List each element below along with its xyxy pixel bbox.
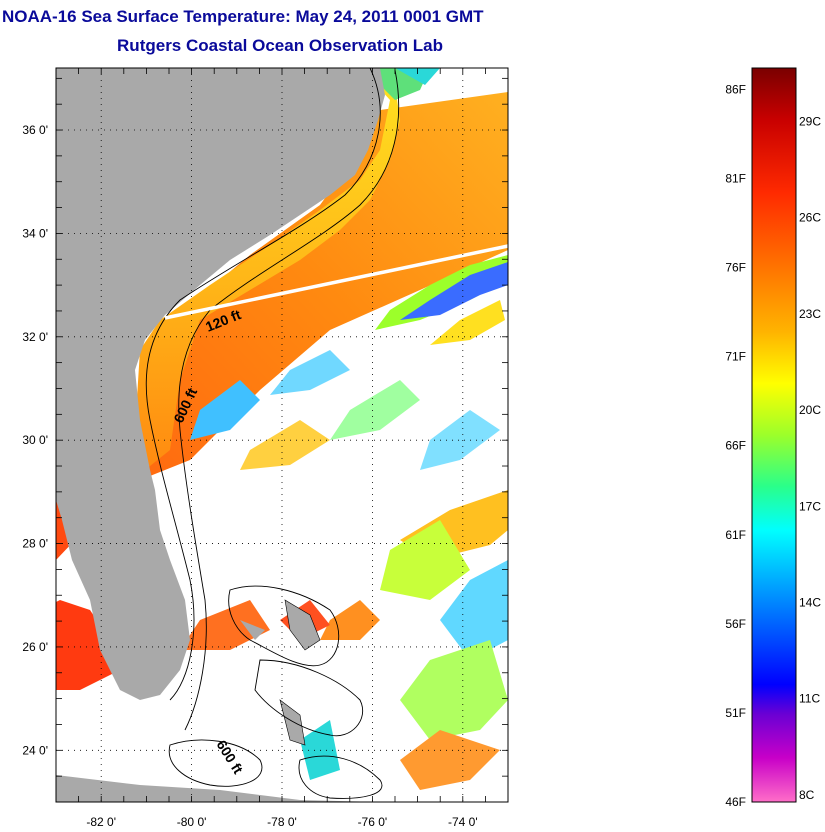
colorbar-celsius-label: 23C: [799, 307, 821, 321]
land-mass-cuba: [56, 775, 380, 802]
colorbar-fahrenheit-label: 61F: [725, 528, 746, 542]
latitude-tick-label: 30 0': [22, 433, 48, 447]
latitude-tick-label: 28 0': [22, 537, 48, 551]
colorbar-fahrenheit-label: 66F: [725, 439, 746, 453]
map-frame: [55, 67, 509, 803]
colorbar-fahrenheit-label: 76F: [725, 261, 746, 275]
colorbar: [751, 67, 797, 803]
colorbar-fahrenheit-label: 81F: [725, 171, 746, 185]
colorbar-fahrenheit-label: 71F: [725, 350, 746, 364]
latitude-tick-label: 24 0': [22, 743, 48, 757]
axis-labels: 36 0' 34 0' 32 0' 30 0' 28 0' 26 0' 24 0' -82 0…: [22, 123, 477, 829]
map-title: NOAA-16 Sea Surface Temperature: May 24,…: [2, 7, 484, 26]
longitude-tick-label: -80 0': [177, 815, 207, 829]
colorbar-fahrenheit-label: 46F: [725, 795, 746, 809]
longitude-tick-label: -76 0': [358, 815, 388, 829]
colorbar-celsius-label: 20C: [799, 403, 821, 417]
longitude-tick-label: -78 0': [267, 815, 297, 829]
land-mass: [56, 68, 385, 700]
cool-water-patches: [56, 255, 508, 790]
latitude-tick-label: 34 0': [22, 226, 48, 240]
colorbar-celsius-label: 8C: [799, 788, 815, 802]
colorbar-fahrenheit-label: 56F: [725, 617, 746, 631]
transect-line: [164, 244, 509, 320]
colorbar-fahrenheit-label: 86F: [725, 82, 746, 96]
longitude-tick-label: -82 0': [86, 815, 116, 829]
colorbar-celsius-label: 29C: [799, 114, 821, 128]
colorbar-celsius-label: 17C: [799, 499, 821, 513]
latitude-tick-label: 36 0': [22, 123, 48, 137]
latitude-tick-label: 26 0': [22, 640, 48, 654]
sst-image: [56, 68, 508, 802]
bathymetry-contours: [145, 68, 400, 799]
latitude-tick-label: 32 0': [22, 330, 48, 344]
colorbar-celsius-label: 26C: [799, 211, 821, 225]
colorbar-celsius-label: 14C: [799, 595, 821, 609]
colorbar-fahrenheit-label: 51F: [725, 706, 746, 720]
shelf-water-region: [135, 78, 400, 470]
longitude-tick-label: -74 0': [448, 815, 478, 829]
map-subtitle: Rutgers Coastal Ocean Observation Lab: [117, 36, 443, 55]
colorbar-labels: 86F 81F 76F 71F 66F 61F 56F 51F 46F 29C 26C 23C 20C 1…: [725, 82, 821, 809]
colorbar-celsius-label: 11C: [799, 692, 820, 706]
